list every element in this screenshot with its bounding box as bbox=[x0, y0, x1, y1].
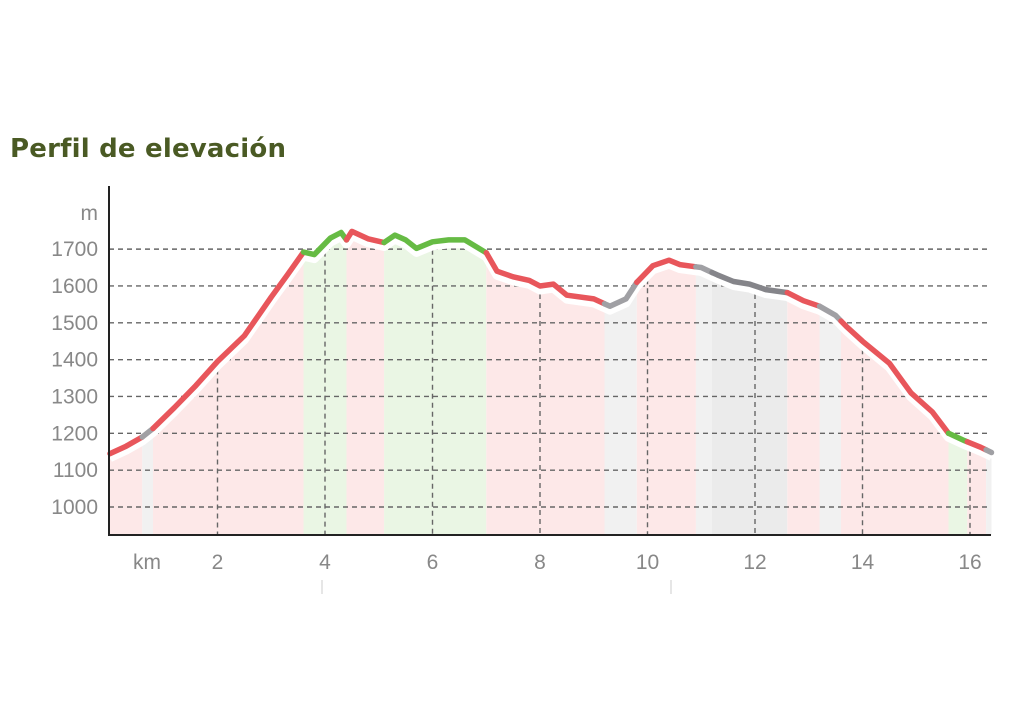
profile-segment-steep bbox=[343, 228, 387, 246]
grade-band bbox=[695, 272, 712, 535]
y-tick-label: 1400 bbox=[51, 349, 98, 372]
x-axis-unit-label: km bbox=[133, 551, 161, 574]
x-tick-label: 6 bbox=[427, 551, 439, 574]
axes bbox=[108, 186, 991, 594]
profile-segment-flat bbox=[709, 269, 791, 296]
elevation-profile bbox=[107, 228, 995, 462]
grade-band bbox=[787, 298, 820, 535]
profile-segment-steep bbox=[483, 250, 608, 307]
grade-band bbox=[142, 434, 153, 535]
grade-band bbox=[384, 241, 487, 535]
grade-band bbox=[346, 237, 385, 535]
tick-labels: m km 1000 1100 1200 1300 1400 1500 1600 1700 2 4 6… bbox=[51, 202, 981, 574]
profile-segment-neutral bbox=[983, 447, 995, 456]
y-tick-label: 1500 bbox=[51, 312, 98, 335]
y-tick-label: 1200 bbox=[51, 422, 98, 445]
profile-segment-neutral bbox=[693, 264, 715, 276]
profile-segment-steep bbox=[634, 257, 699, 286]
grade-band bbox=[712, 278, 788, 535]
grade-band bbox=[986, 455, 992, 535]
x-tick-label: 2 bbox=[212, 551, 224, 574]
profile-segment-gentle bbox=[381, 232, 490, 256]
x-tick-label: 16 bbox=[958, 551, 981, 574]
profile-segment-steep bbox=[150, 249, 307, 432]
grade-band bbox=[948, 439, 968, 535]
grade-band bbox=[636, 266, 696, 535]
x-tick-label: 8 bbox=[534, 551, 546, 574]
grid-lines bbox=[109, 248, 991, 535]
chart-title: Perfil de elevación bbox=[10, 134, 287, 164]
grade-band bbox=[841, 327, 949, 535]
y-tick-label: 1700 bbox=[51, 238, 98, 261]
y-tick-label: 1100 bbox=[53, 459, 98, 482]
profile-segment-neutral bbox=[601, 279, 640, 309]
y-tick-label: 1000 bbox=[51, 496, 98, 519]
x-tick-label: 4 bbox=[319, 551, 331, 574]
y-tick-label: 1300 bbox=[51, 385, 98, 408]
profile-segment-steep bbox=[838, 318, 952, 437]
grade-band bbox=[110, 443, 143, 535]
x-tick-label: 12 bbox=[743, 551, 766, 574]
profile-segment-steep bbox=[107, 434, 146, 457]
profile-segment-steep bbox=[784, 289, 823, 309]
grade-band bbox=[967, 447, 987, 535]
x-tick-label: 10 bbox=[636, 551, 659, 574]
grade-band bbox=[819, 312, 841, 535]
x-tick-label: 14 bbox=[851, 551, 875, 574]
y-axis-unit-label: m bbox=[81, 202, 99, 225]
profile-segment-gentle bbox=[300, 229, 350, 258]
y-tick-label: 1600 bbox=[51, 275, 98, 298]
grade-band bbox=[604, 288, 637, 535]
